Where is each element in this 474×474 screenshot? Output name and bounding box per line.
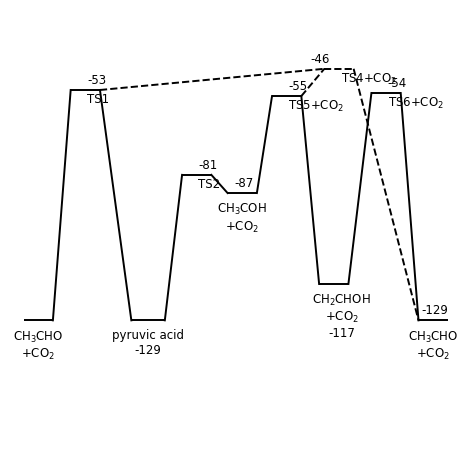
Text: -87: -87 xyxy=(234,177,254,190)
Text: TS4+CO$_2$: TS4+CO$_2$ xyxy=(340,72,397,87)
Text: CH$_3$COH
+CO$_2$: CH$_3$COH +CO$_2$ xyxy=(217,202,267,235)
Text: -55: -55 xyxy=(288,80,307,93)
Text: -129: -129 xyxy=(421,304,448,317)
Text: CH$_3$CHO
+CO$_2$: CH$_3$CHO +CO$_2$ xyxy=(408,329,458,362)
Text: -53: -53 xyxy=(87,74,106,87)
Text: TS1: TS1 xyxy=(87,93,109,106)
Text: TS5+CO$_2$: TS5+CO$_2$ xyxy=(288,99,344,114)
Text: TS2: TS2 xyxy=(198,178,220,191)
Text: -46: -46 xyxy=(310,53,329,66)
Text: -54: -54 xyxy=(388,77,407,90)
Text: CH$_2$CHOH
+CO$_2$
-117: CH$_2$CHOH +CO$_2$ -117 xyxy=(312,293,371,340)
Text: -81: -81 xyxy=(198,159,218,172)
Text: TS6+CO$_2$: TS6+CO$_2$ xyxy=(388,96,444,111)
Text: CH$_3$CHO
+CO$_2$: CH$_3$CHO +CO$_2$ xyxy=(13,329,64,362)
Text: pyruvic acid
-129: pyruvic acid -129 xyxy=(112,329,184,357)
